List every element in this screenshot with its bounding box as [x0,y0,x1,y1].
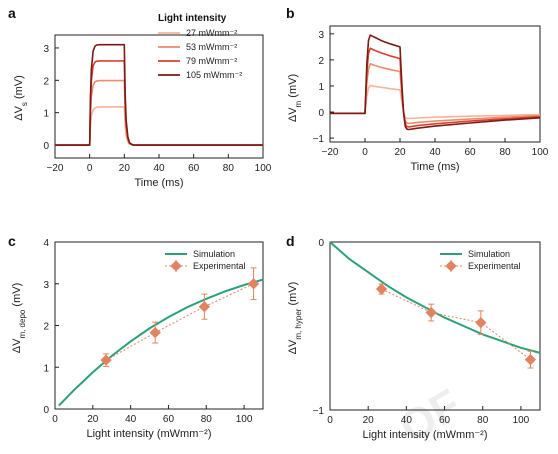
y-tick-label: 1 [43,363,49,374]
y-tick-label: 3 [318,30,324,41]
x-tick-label: −20 [322,147,339,158]
x-tick-label: 40 [429,147,441,158]
x-tick-label: 0 [327,415,333,426]
y-tick-label: 2 [318,56,324,67]
x-tick-label: 100 [532,147,549,158]
experimental-connector [105,283,254,361]
x-tick-label: −20 [47,163,64,174]
panel-c: c 0 20 40 60 80 100 0 1 2 3 4 Light intensity (mWmm⁻… [8,233,264,440]
data-point [524,353,537,366]
y-tick-label: 4 [43,238,49,249]
y-tick-label: −1 [313,406,325,417]
x-tick-label: 0 [52,414,58,425]
x-tick-label: 20 [363,415,375,426]
series-line [55,79,263,146]
series-line [55,106,263,146]
y-tick-label: 0 [43,141,49,152]
x-tick-label: 80 [499,147,511,158]
x-axis-label: Light intensity (mWmm⁻²) [363,429,488,441]
y-tick-label: 1 [318,82,324,93]
x-tick-label: 100 [236,414,253,425]
legend-label: Simulation [193,249,235,259]
data-point [475,316,487,329]
legend-label: 105 mWmm⁻² [186,70,242,80]
y-tick-label: 0 [318,108,324,119]
x-axis-label: Time (ms) [410,161,459,173]
x-tick-label: 80 [201,414,213,425]
x-tick-label: 60 [439,415,451,426]
x-tick-label: 20 [87,414,99,425]
data-point [375,283,388,295]
x-tick-label: 80 [223,163,235,174]
y-tick-label: 0 [43,405,49,416]
legend-title: Light intensity [158,13,227,24]
x-axis-label: Light intensity (mWmm⁻²) [87,428,212,440]
panel-letter-c: c [8,233,16,249]
y-tick-label: 3 [43,44,49,55]
panel-letter-d: d [286,233,295,249]
panel-letter-b: b [286,5,295,21]
legend-swatch [170,260,182,272]
data-point [149,326,161,339]
y-tick-label: 0 [318,238,324,249]
x-axis-label: Time (ms) [134,177,183,189]
legend-swatch [445,260,457,272]
y-tick-label: −1 [313,134,325,145]
x-tick-label: 60 [464,147,476,158]
x-tick-label: 40 [401,415,413,426]
x-tick-label: 0 [362,147,368,158]
y-axis-label: ΔVm, depo (mV) [11,283,27,353]
panel-letter-a: a [8,5,16,21]
legend-label: Experimental [468,261,521,271]
panel-a: a −20 0 20 40 60 80 100 0 1 2 3 Time (ms) ΔVs (mV) Lig… [8,5,272,189]
x-tick-label: 20 [394,147,406,158]
data-point [198,301,211,313]
experimental-connector [381,288,531,361]
x-tick-label: 100 [513,415,530,426]
data-point [247,278,260,290]
series-line [55,43,263,146]
plot-frame [54,34,264,159]
legend-label: Simulation [468,249,510,259]
legend-label: 53 mWmm⁻² [186,42,237,52]
x-tick-label: 100 [255,163,272,174]
plot-frame [329,241,541,411]
legend-label: 79 mWmm⁻² [186,56,237,66]
y-tick-label: 1 [43,109,49,120]
x-tick-label: 80 [477,415,489,426]
simulation-line [58,278,264,407]
x-tick-label: 60 [163,414,175,425]
data-point [425,306,437,319]
y-axis-label: ΔVm, hyper (mV) [287,282,303,355]
x-tick-label: 60 [188,163,200,174]
y-tick-label: 2 [43,76,49,87]
y-tick-label: 2 [43,322,49,333]
panel-b: b −20 0 20 40 60 80 100 −1 0 1 2 3 Time (ms) ΔVm (mV) [286,5,549,173]
x-tick-label: 0 [87,163,93,174]
y-axis-label: ΔVs (mV) [13,75,29,121]
y-tick-label: 3 [43,280,49,291]
x-tick-label: 40 [125,414,137,425]
legend-label: 27 mWmm⁻² [186,28,237,38]
x-tick-label: 40 [153,163,165,174]
x-tick-label: 20 [119,163,131,174]
y-axis-label: ΔVm (mV) [287,74,303,122]
series-line [330,34,541,131]
legend-label: Experimental [193,261,246,271]
